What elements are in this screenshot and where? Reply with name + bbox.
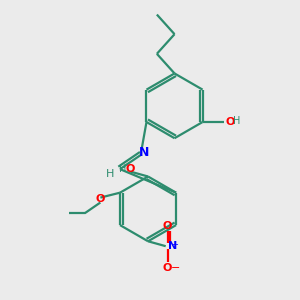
Text: O: O [225, 117, 235, 127]
Text: O: O [163, 220, 172, 231]
Text: O: O [163, 263, 172, 273]
Text: N: N [168, 241, 177, 251]
Text: −: − [171, 263, 180, 273]
Text: N: N [139, 146, 150, 159]
Text: O: O [96, 194, 105, 204]
Text: +: + [171, 240, 178, 249]
Text: H: H [119, 164, 126, 174]
Text: H: H [106, 169, 114, 179]
Text: O: O [126, 164, 135, 174]
Text: H: H [233, 116, 240, 126]
